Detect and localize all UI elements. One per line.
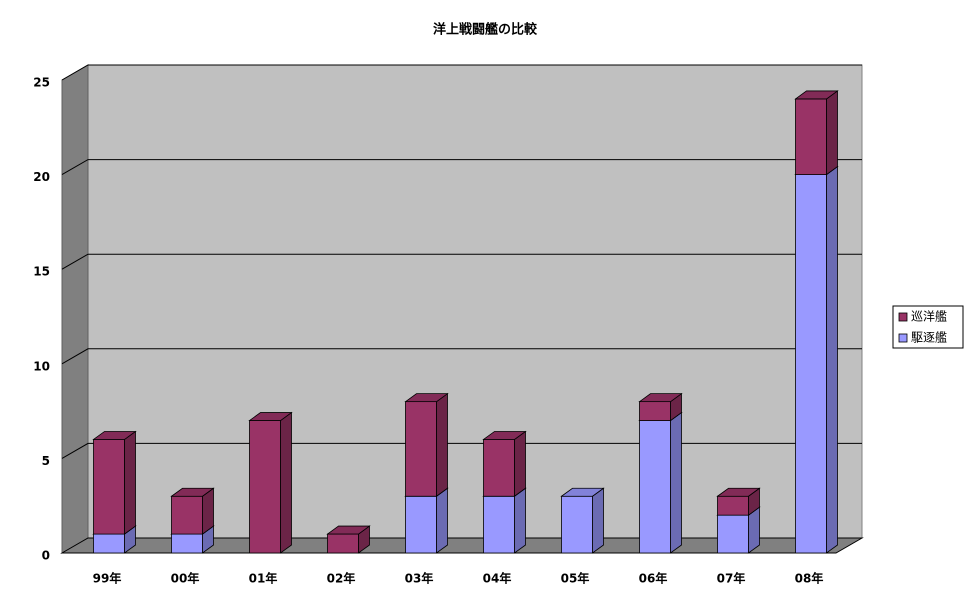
y-tick-label: 20 <box>33 170 50 184</box>
x-tick-label: 08年 <box>795 571 824 586</box>
bar-front <box>405 495 437 554</box>
bar-side <box>670 411 682 554</box>
bar-segment <box>716 487 761 516</box>
bar-top <box>794 90 839 100</box>
back-wall <box>87 64 863 539</box>
x-tick-label: 03年 <box>405 571 434 586</box>
bar-side <box>436 487 448 554</box>
bar-front <box>639 401 671 421</box>
bar-top <box>248 412 293 421</box>
bar-front <box>327 533 359 554</box>
y-tick-label: 15 <box>33 265 50 279</box>
bar-front <box>483 495 515 554</box>
bar-segment <box>92 430 137 535</box>
grid-line <box>61 159 862 176</box>
bar-front <box>795 174 827 554</box>
bar-front <box>93 533 125 554</box>
bar-front <box>405 401 437 497</box>
bar-side <box>124 430 136 535</box>
bar-segment <box>482 487 527 554</box>
chart-title: 洋上戦闘艦の比較 <box>433 22 538 38</box>
bar-front <box>171 495 203 535</box>
bar-top <box>92 431 137 440</box>
bar-segment <box>794 165 839 554</box>
bar-front <box>717 495 749 516</box>
bar-front <box>561 495 593 554</box>
y-tick-label: 10 <box>33 359 50 373</box>
bar-top <box>404 393 449 403</box>
bar-front <box>717 514 749 554</box>
bar-front <box>483 439 515 497</box>
bar-side <box>514 487 526 554</box>
legend-label: 駆逐艦 <box>911 331 947 345</box>
y-tick-label: 25 <box>33 76 50 90</box>
bar-front <box>639 420 671 554</box>
bar-segment <box>248 411 293 554</box>
bar-top <box>482 431 527 440</box>
bar-top <box>170 487 215 497</box>
y-tick-label: 5 <box>42 454 50 468</box>
x-tick-label: 04年 <box>483 571 512 586</box>
x-tick-label: 01年 <box>249 571 278 586</box>
bar-segment <box>326 525 371 554</box>
side-wall <box>61 64 89 554</box>
grid-line <box>61 64 862 81</box>
bar-segment <box>638 411 683 554</box>
x-tick-label: 06年 <box>639 571 668 586</box>
bar-front <box>795 98 827 175</box>
bar-segment <box>482 430 527 498</box>
bar-segment <box>170 487 215 535</box>
legend-label: 巡洋艦 <box>911 309 947 324</box>
bar-front <box>249 420 281 554</box>
bar-top <box>638 393 683 403</box>
bar-side <box>436 392 448 498</box>
bar-segment <box>638 392 683 422</box>
grid-line <box>61 253 862 270</box>
bar-side <box>514 430 526 498</box>
bar-front <box>171 533 203 554</box>
grid-line <box>61 348 862 365</box>
bar-side <box>280 411 292 554</box>
bar-segment <box>560 487 605 554</box>
bar-top <box>716 487 761 497</box>
bar-top <box>560 487 605 497</box>
bar-side <box>826 165 838 554</box>
bar-segment <box>794 90 839 176</box>
x-tick-label: 02年 <box>327 571 356 586</box>
legend-swatch <box>898 312 908 322</box>
bar-segment <box>404 487 449 554</box>
bar-segment <box>404 392 449 498</box>
bar-side <box>826 90 838 176</box>
legend-swatch <box>898 333 908 343</box>
x-tick-label: 05年 <box>561 571 590 586</box>
grid-line <box>61 442 862 459</box>
bar-front <box>93 439 125 535</box>
x-tick-label: 99年 <box>93 571 122 586</box>
bar-top <box>326 525 371 535</box>
y-tick-label: 0 <box>42 549 50 563</box>
plot-area <box>60 64 864 554</box>
x-tick-label: 07年 <box>717 571 746 586</box>
bar-side <box>592 487 604 554</box>
x-tick-label: 00年 <box>171 571 200 586</box>
